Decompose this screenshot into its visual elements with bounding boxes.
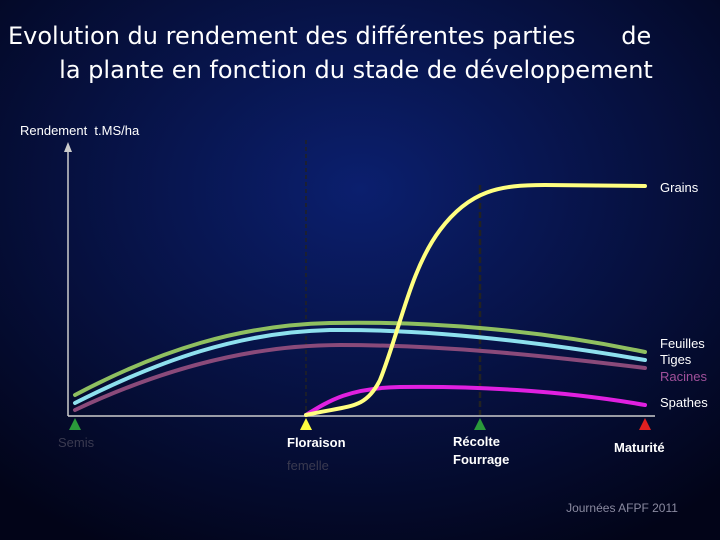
axes — [64, 140, 655, 417]
stage-markers — [69, 418, 651, 430]
curve-label: Racines — [660, 369, 707, 384]
curve-grains — [304, 182, 647, 417]
stage-label: Floraison — [287, 435, 346, 450]
curve-tiges — [73, 327, 647, 405]
stage-label: Semis — [58, 435, 95, 450]
curve-spathes — [304, 384, 647, 417]
curve-label: Spathes — [660, 395, 708, 410]
stage-label: Récolte — [453, 434, 500, 449]
stage-label: Fourrage — [453, 452, 509, 467]
curve-label: Tiges — [660, 352, 692, 367]
title-line: la plante en fonction du stade de dévelo… — [59, 56, 653, 84]
title-line: Evolution du rendement des différentes p… — [8, 22, 651, 50]
footer: Journées AFPF 2011 — [566, 501, 678, 515]
stage-label: femelle — [287, 458, 329, 473]
curve-feuilles — [73, 320, 647, 397]
curve-racines — [73, 342, 647, 412]
y-axis-label: Rendement t.MS/ha — [20, 123, 140, 138]
curve-label: Grains — [660, 180, 699, 195]
stage-label: Maturité — [614, 440, 665, 455]
curve-label: Feuilles — [660, 336, 705, 351]
